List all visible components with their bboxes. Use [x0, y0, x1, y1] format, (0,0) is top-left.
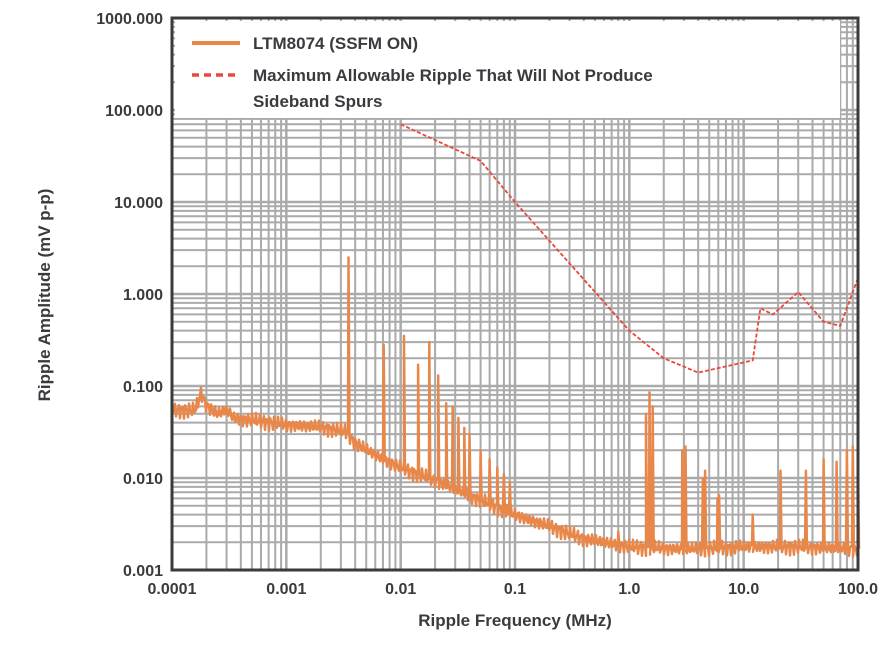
- x-tick-label: 0.001: [266, 581, 306, 598]
- series-layer: [170, 123, 861, 558]
- plot-frame: [170, 16, 860, 572]
- x-tick-label: 0.1: [504, 581, 526, 598]
- y-tick-label: 100.000: [105, 103, 163, 120]
- series-ltm8074-line: [170, 256, 861, 558]
- x-axis-label: Ripple Frequency (MHz): [418, 611, 612, 630]
- legend: LTM8074 (SSFM ON) Maximum Allowable Ripp…: [175, 21, 840, 118]
- y-tick-label: 10.000: [114, 195, 163, 212]
- series-max-allowable-ripple-line: [400, 123, 859, 374]
- y-tick-label: 1.000: [123, 287, 163, 304]
- legend-label-ltm: LTM8074 (SSFM ON): [253, 34, 418, 53]
- x-tick-label: 0.01: [385, 581, 416, 598]
- y-tick-label: 0.100: [123, 379, 163, 396]
- x-tick-label: 1.0: [618, 581, 640, 598]
- y-tick-label: 0.010: [123, 471, 163, 488]
- x-tick-label: 100.0: [838, 581, 878, 598]
- y-axis-label: Ripple Amplitude (mV p-p): [35, 189, 54, 402]
- x-tick-labels: 0.0001 0.001 0.01 0.1 1.0 10.0 100.0: [148, 581, 879, 598]
- legend-label-limit-line2: Sideband Spurs: [253, 92, 382, 111]
- y-tick-labels: 0.001 0.010 0.100 1.000 10.000 100.000 1000.00…: [96, 11, 163, 580]
- y-tick-label: 0.001: [123, 563, 163, 580]
- x-tick-label: 10.0: [728, 581, 759, 598]
- y-tick-label: 1000.000: [96, 11, 163, 28]
- legend-label-limit-line1: Maximum Allowable Ripple That Will Not P…: [253, 66, 653, 85]
- x-tick-label: 0.0001: [148, 581, 197, 598]
- legend-box: [175, 21, 840, 118]
